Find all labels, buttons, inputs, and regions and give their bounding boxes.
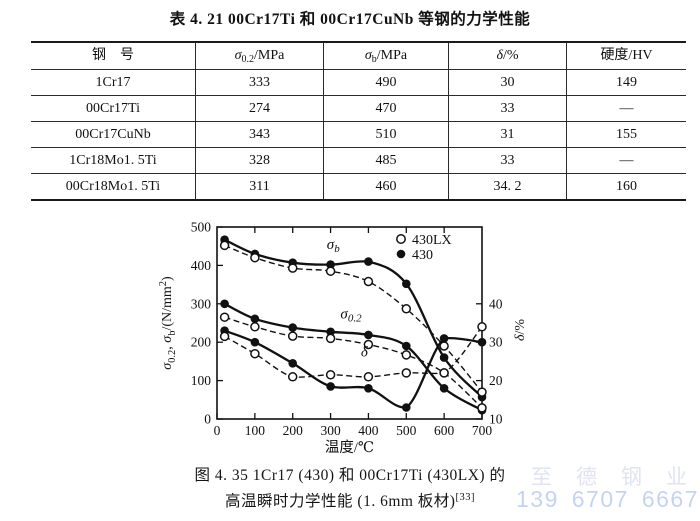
col-header-hardness: 硬度/HV bbox=[566, 43, 686, 70]
table-cell: 485 bbox=[323, 148, 448, 174]
table-cell: 31 bbox=[448, 122, 566, 148]
watermark-phone: 139 6707 6667 bbox=[516, 486, 699, 512]
svg-text:0: 0 bbox=[214, 423, 221, 438]
svg-text:0: 0 bbox=[204, 412, 211, 427]
table-cell: 333 bbox=[195, 70, 323, 96]
curve-label: σb bbox=[327, 237, 340, 255]
table-cell: 155 bbox=[566, 122, 686, 148]
table-cell: 460 bbox=[323, 174, 448, 199]
col-header-sigma02: σ0.2/MPa bbox=[195, 43, 323, 70]
table-title: 表 4. 21 00Cr17Ti 和 00Cr17CuNb 等钢的力学性能 bbox=[169, 11, 531, 28]
markers-sigma-02-430 bbox=[220, 299, 487, 415]
svg-text:100: 100 bbox=[245, 423, 266, 438]
svg-text:700: 700 bbox=[472, 423, 493, 438]
svg-text:430LX: 430LX bbox=[412, 233, 452, 248]
svg-text:20: 20 bbox=[489, 373, 503, 388]
curve-label: δ bbox=[361, 344, 369, 360]
table-cell: — bbox=[566, 148, 686, 174]
table-cell: 510 bbox=[323, 122, 448, 148]
svg-text:400: 400 bbox=[358, 423, 379, 438]
svg-text:300: 300 bbox=[320, 423, 341, 438]
table-cell: 160 bbox=[566, 174, 686, 199]
col-header-sigmab: σb/MPa bbox=[323, 43, 448, 70]
table-cell: 30 bbox=[448, 70, 566, 96]
x-axis-label: 温度/℃ bbox=[325, 439, 374, 456]
series-delta-430 bbox=[224, 329, 483, 409]
series-sigma-b-430 bbox=[224, 238, 483, 398]
table-cell: 328 bbox=[195, 148, 323, 174]
axis-ticks: 0 100 200 300 400 500 600 700 0 100 200 300 400 500 10… bbox=[191, 220, 503, 439]
svg-text:40: 40 bbox=[489, 296, 503, 311]
table-cell: 1Cr18Mo1. 5Ti bbox=[31, 148, 195, 174]
svg-text:100: 100 bbox=[191, 373, 212, 388]
svg-text:200: 200 bbox=[191, 335, 212, 350]
curve-label: σ0.2 bbox=[340, 306, 362, 324]
table-cell: 33 bbox=[448, 148, 566, 174]
table-cell: 34. 2 bbox=[448, 174, 566, 199]
svg-text:430: 430 bbox=[412, 248, 433, 263]
svg-text:200: 200 bbox=[283, 423, 304, 438]
line-chart: 0 100 200 300 400 500 600 700 0 100 200 300 400 500 10… bbox=[158, 220, 528, 457]
markers-sigma-b-430lx bbox=[219, 240, 487, 397]
table-cell: 00Cr17Ti bbox=[31, 96, 195, 122]
series-sigma-b-430lx bbox=[224, 244, 483, 393]
svg-text:10: 10 bbox=[489, 412, 503, 427]
table-cell: — bbox=[566, 96, 686, 122]
table-cell: 274 bbox=[195, 96, 323, 122]
svg-text:30: 30 bbox=[489, 335, 503, 350]
table-cell: 343 bbox=[195, 122, 323, 148]
markers-delta-430lx bbox=[219, 322, 487, 382]
table-cell: 1Cr17 bbox=[31, 70, 195, 96]
figure-caption-line2-text: 高温瞬时力学性能 (1. 6mm 板材) bbox=[225, 493, 456, 510]
col-header-delta: δ/% bbox=[448, 43, 566, 70]
markers-sigma-02-430lx bbox=[219, 312, 487, 413]
svg-text:400: 400 bbox=[191, 258, 212, 273]
table-cell: 00Cr18Mo1. 5Ti bbox=[65, 179, 161, 194]
table-cell: 490 bbox=[323, 70, 448, 96]
table-cell: 470 bbox=[323, 96, 448, 122]
y-axis-label-right: δ/% bbox=[513, 319, 528, 341]
watermark-company: 至德钢业 bbox=[531, 466, 700, 489]
svg-text:500: 500 bbox=[396, 423, 417, 438]
y-axis-label-left: σ0.2, σb/(N/mm2) bbox=[158, 276, 178, 370]
table-cell: 311 bbox=[195, 174, 323, 199]
svg-text:600: 600 bbox=[434, 423, 455, 438]
table-cell: 149 bbox=[566, 70, 686, 96]
figure-caption-line2: 高温瞬时力学性能 (1. 6mm 板材)[33] bbox=[0, 489, 700, 511]
svg-text:500: 500 bbox=[191, 220, 212, 235]
table-cell: 33 bbox=[448, 96, 566, 122]
col-header-steel-grade: 钢 号 bbox=[31, 43, 195, 70]
figure-caption-line1: 图 4. 35 1Cr17 (430) 和 00Cr17Ti (430LX) 的 bbox=[194, 467, 506, 484]
svg-text:300: 300 bbox=[191, 296, 212, 311]
mechanical-properties-table: 钢 号 σ0.2/MPa σb/MPa δ/% 硬度/HV 1Cr17 333 … bbox=[31, 41, 686, 201]
table-cell: 00Cr17CuNb bbox=[31, 122, 195, 148]
series-sigma-02-430lx bbox=[224, 316, 483, 409]
figure-caption-reference: [33] bbox=[455, 491, 475, 503]
